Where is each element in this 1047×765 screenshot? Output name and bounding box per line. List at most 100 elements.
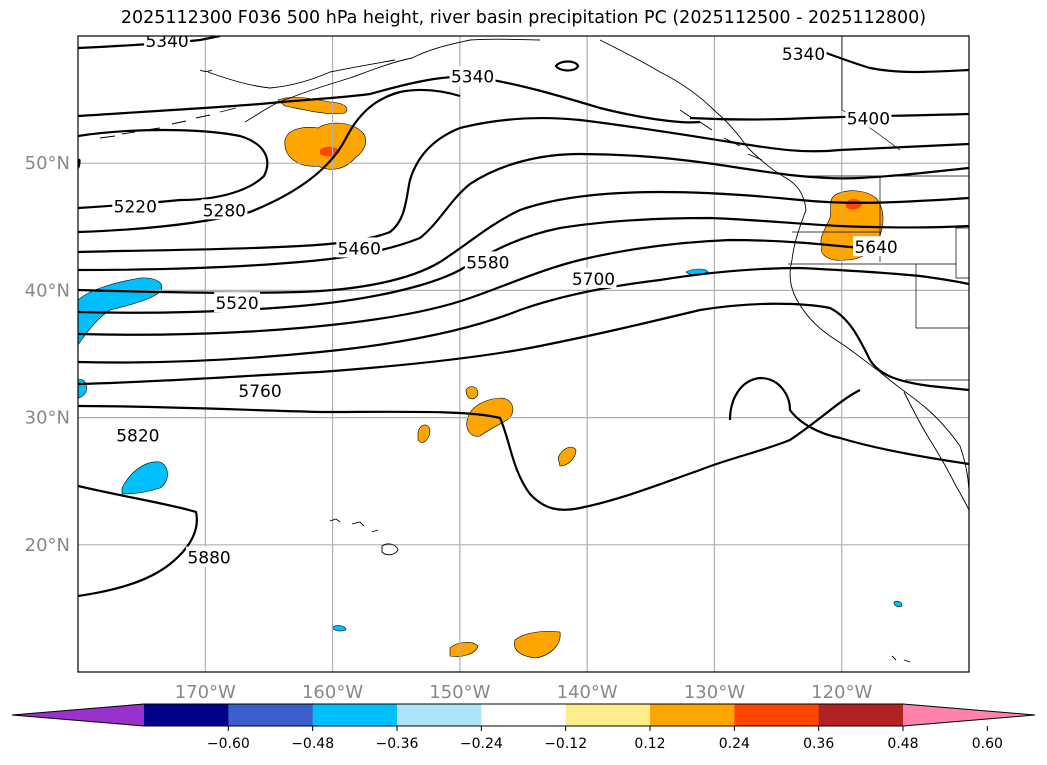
contour-line-5460 bbox=[78, 116, 969, 254]
contour-label-bg bbox=[114, 424, 161, 445]
contour-label: 5220 bbox=[114, 197, 157, 217]
colorbar: −0.60 −0.48 −0.36 −0.24 −0.12 0.12 0.24 0.36 0.4… bbox=[11, 703, 1036, 752]
colorbar-tick-label: 0.60 bbox=[972, 736, 1003, 752]
contour-label: 5340 bbox=[145, 32, 188, 52]
colorbar-swatch bbox=[228, 704, 314, 726]
shade-region-subtropic-b bbox=[465, 386, 479, 400]
contour-line-5520 bbox=[78, 152, 969, 272]
contour-label-bg bbox=[144, 36, 191, 51]
shade-region-subtropic-c bbox=[417, 424, 431, 443]
colorbar-swatch bbox=[481, 704, 567, 726]
contour-label: 5340 bbox=[782, 45, 825, 65]
colorbar-tick-label: 0.12 bbox=[634, 736, 665, 752]
contour-label-bg bbox=[570, 267, 617, 288]
contour-label: 5280 bbox=[203, 201, 246, 221]
colorbar-swatch bbox=[312, 704, 398, 726]
lon-tick-label: 170°W bbox=[175, 682, 236, 703]
contour-label: 5640 bbox=[854, 238, 897, 258]
lat-tick-label: 50°N bbox=[25, 153, 70, 174]
colorbar-tick-label: −0.60 bbox=[207, 736, 250, 752]
contour-line-5280 bbox=[78, 88, 461, 234]
colorbar-tick-label: 0.24 bbox=[719, 736, 750, 752]
contour-line-5820 bbox=[78, 389, 861, 511]
contour-line-5880-loop bbox=[728, 376, 969, 466]
map-frame bbox=[77, 35, 970, 673]
contour-line-5580a bbox=[78, 190, 969, 294]
contour-line-5760 bbox=[78, 302, 969, 392]
boundary-nv bbox=[915, 264, 969, 329]
contour-label-bg bbox=[201, 199, 248, 220]
contour-label: 5520 bbox=[215, 294, 258, 314]
map-title: 2025112300 F036 500 hPa height, river ba… bbox=[120, 8, 927, 28]
contour-label-bg bbox=[780, 42, 827, 63]
shade-region-aleutian bbox=[284, 122, 366, 170]
contour-line-5640 bbox=[78, 238, 861, 336]
contour-label: 5460 bbox=[338, 239, 381, 259]
colorbar-outline bbox=[11, 703, 1036, 727]
contour-line-5340c bbox=[817, 48, 969, 74]
colorbar-tick-label: 0.36 bbox=[803, 736, 834, 752]
lon-tick-label: 160°W bbox=[302, 682, 363, 703]
coast-mx-islands bbox=[891, 655, 911, 663]
contour-line-5340b bbox=[78, 75, 701, 124]
contour-label-bg bbox=[214, 292, 261, 313]
contour-label-bg bbox=[464, 251, 511, 272]
lat-tick-label: 20°N bbox=[25, 535, 70, 556]
colorbar-extend-high bbox=[903, 704, 1035, 726]
contour-label: 5580 bbox=[466, 253, 509, 273]
lon-tick-label: 120°W bbox=[811, 682, 872, 703]
contour-label-bg bbox=[112, 195, 159, 216]
shade-region-pnw-core bbox=[846, 198, 862, 210]
boundaries bbox=[788, 36, 969, 381]
coast-alaska-south bbox=[244, 38, 541, 123]
contour-label-bg bbox=[237, 379, 284, 400]
colorbar-swatch bbox=[144, 704, 229, 726]
colorbar-swatch bbox=[397, 704, 482, 726]
shade-region-neg-se bbox=[893, 600, 903, 608]
height-contours bbox=[78, 36, 969, 598]
shade-region-neg-sw bbox=[121, 461, 168, 495]
colorbar-swatch bbox=[818, 704, 904, 726]
colorbar-tick-label: 0.48 bbox=[887, 736, 918, 752]
colorbar-extend-low bbox=[12, 704, 144, 726]
lat-tick-label: 40°N bbox=[25, 280, 70, 301]
contour-label-bg bbox=[186, 546, 233, 567]
contour-label: 5340 bbox=[451, 68, 494, 88]
boundary-box-east bbox=[955, 227, 969, 279]
coast-hawaii-1 bbox=[329, 518, 399, 556]
lon-tick-label: 140°W bbox=[557, 682, 618, 703]
colorbar-swatch bbox=[734, 704, 820, 726]
contour-label: 5760 bbox=[238, 382, 281, 402]
coast-bc-islands bbox=[679, 109, 763, 161]
coast-se-alaska bbox=[599, 39, 807, 211]
colorbar-tick-label: −0.24 bbox=[460, 736, 503, 752]
contour-label: 5880 bbox=[187, 549, 230, 569]
contour-line-5700 bbox=[78, 266, 969, 364]
lat-tick-label: 30°N bbox=[25, 408, 70, 429]
contour-label: 5700 bbox=[572, 270, 615, 290]
contour-label-bg bbox=[336, 237, 383, 258]
colorbar-swatch bbox=[650, 704, 735, 726]
colorbar-tick-label: −0.12 bbox=[544, 736, 587, 752]
contour-labels: 5340 5340 5340 5400 5220 5280 5460 5520 5580 5640… bbox=[112, 32, 900, 569]
contour-label-bg bbox=[853, 236, 900, 257]
coast-alaska-pen-north bbox=[207, 59, 396, 89]
colorbar-swatch bbox=[565, 704, 651, 726]
contour-label: 5820 bbox=[116, 426, 159, 446]
colorbar-tick-label: −0.36 bbox=[376, 736, 419, 752]
contour-line-5580b bbox=[78, 216, 969, 314]
lon-tick-labels: 170°W 160°W 150°W 140°W 130°W 120°W bbox=[175, 682, 873, 703]
lon-tick-label: 150°W bbox=[429, 682, 490, 703]
contour-line-5400 bbox=[689, 112, 969, 121]
shade-region-south-b bbox=[514, 630, 561, 659]
contour-label: 5400 bbox=[847, 110, 890, 130]
contour-label-bg bbox=[449, 65, 496, 86]
colorbar-tick-label: −0.48 bbox=[291, 736, 334, 752]
lat-tick-labels: 50°N 40°N 30°N 20°N bbox=[25, 153, 70, 556]
coast-sea-of-okhotsk bbox=[199, 69, 213, 72]
contour-line-small-low bbox=[554, 60, 580, 72]
shade-region-subtropic-d bbox=[557, 446, 577, 467]
contour-line-5880 bbox=[78, 484, 198, 598]
lon-tick-label: 130°W bbox=[684, 682, 745, 703]
